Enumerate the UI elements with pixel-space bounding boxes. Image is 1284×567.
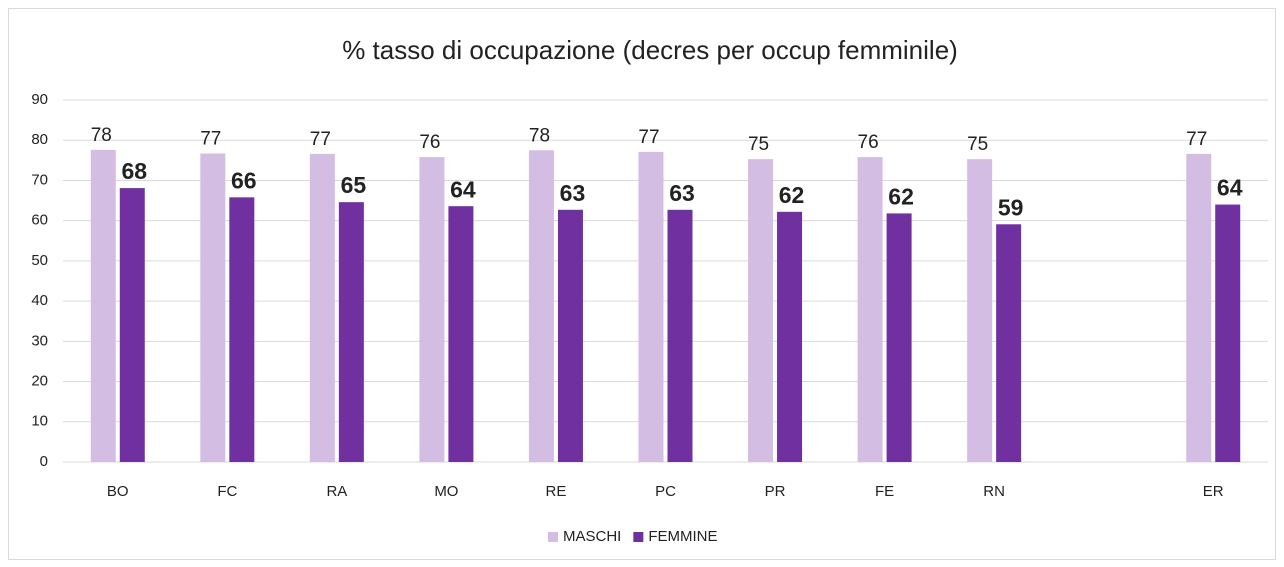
bar	[90, 149, 116, 462]
bar	[419, 157, 445, 463]
data-label: 64	[450, 176, 476, 202]
data-label: 64	[1217, 175, 1243, 201]
bar	[200, 153, 226, 463]
x-tick-label: RN	[983, 483, 1005, 500]
data-label: 68	[121, 158, 147, 184]
bar	[777, 211, 803, 462]
data-label: 75	[748, 134, 769, 155]
bar	[996, 224, 1022, 462]
data-label: 62	[779, 182, 805, 208]
y-tick-label: 70	[31, 171, 48, 188]
y-tick-label: 80	[31, 131, 48, 148]
legend-swatch	[548, 532, 558, 542]
data-label: 76	[858, 132, 879, 153]
x-tick-label: PR	[765, 483, 786, 500]
x-tick-label: BO	[107, 483, 129, 500]
bar	[886, 213, 912, 462]
data-label: 75	[967, 134, 988, 155]
y-tick-label: 60	[31, 212, 48, 229]
bar	[667, 209, 693, 462]
y-tick-label: 0	[40, 453, 48, 470]
chart-title: % tasso di occupazione (decres per occup…	[342, 35, 958, 65]
y-tick-label: 10	[31, 413, 48, 430]
y-tick-label: 90	[31, 91, 48, 108]
data-label: 62	[888, 184, 914, 210]
data-label: 63	[669, 180, 695, 206]
legend-label: MASCHI	[563, 528, 621, 545]
data-label: 59	[998, 194, 1024, 220]
y-tick-label: 20	[31, 373, 48, 390]
bar	[557, 209, 583, 462]
y-tick-label: 40	[31, 292, 48, 309]
bar	[748, 159, 774, 463]
x-tick-label: MO	[434, 483, 458, 500]
bar	[857, 157, 883, 463]
x-tick-label: PC	[655, 483, 676, 500]
x-tick-label: FC	[217, 483, 237, 500]
data-label: 77	[638, 127, 659, 148]
bar	[119, 188, 145, 462]
legend-swatch	[633, 532, 644, 542]
bar	[1186, 153, 1212, 463]
y-tick-label: 50	[31, 252, 48, 269]
data-label: 78	[91, 125, 112, 146]
bar	[967, 159, 993, 463]
data-label: 77	[200, 129, 221, 150]
bar	[309, 153, 335, 463]
data-label: 66	[231, 167, 257, 193]
bar	[1215, 204, 1241, 463]
x-tick-label: FE	[875, 483, 894, 500]
x-tick-label: ER	[1203, 483, 1224, 500]
bar	[638, 151, 664, 463]
x-tick-label: RE	[546, 483, 567, 500]
bar	[338, 202, 364, 463]
data-label: 76	[419, 132, 440, 153]
data-label: 65	[341, 172, 367, 198]
x-tick-label: RA	[326, 483, 347, 500]
bar	[528, 150, 554, 462]
bar	[229, 197, 255, 463]
data-label: 78	[529, 125, 550, 146]
legend-label: FEMMINE	[648, 528, 717, 545]
data-label: 77	[1186, 129, 1207, 150]
data-label: 77	[310, 129, 331, 150]
bar	[448, 206, 474, 462]
y-tick-label: 30	[31, 332, 48, 349]
data-label: 63	[560, 180, 586, 206]
